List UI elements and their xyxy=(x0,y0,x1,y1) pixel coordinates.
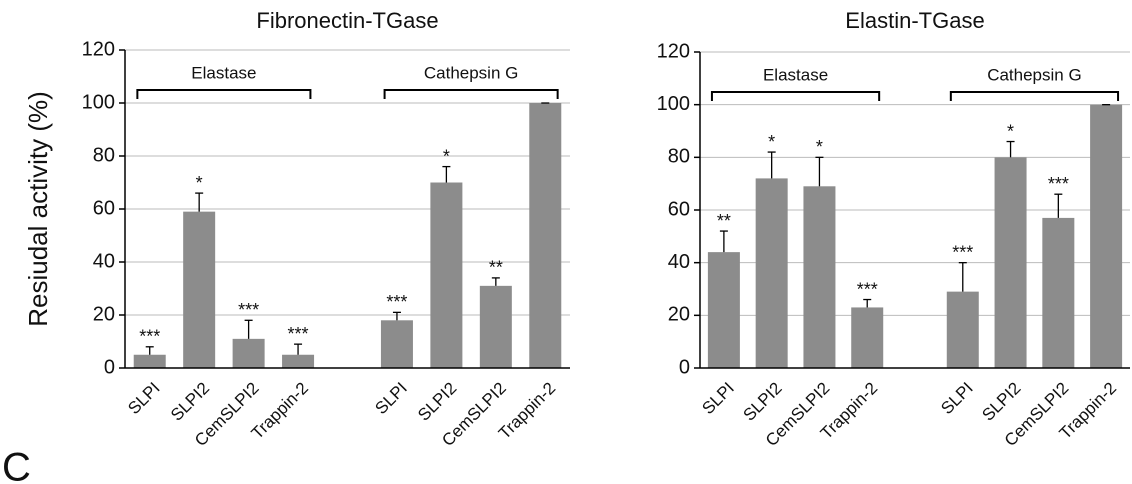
significance: *** xyxy=(1048,174,1069,194)
y-tick-label: 60 xyxy=(668,198,690,220)
panel-label: C xyxy=(2,446,31,484)
chart-title: Elastin-TGase xyxy=(845,8,984,33)
bar xyxy=(430,182,463,368)
y-tick-label: 40 xyxy=(93,250,115,272)
y-tick-label: 20 xyxy=(93,303,115,325)
bar xyxy=(707,252,740,368)
group-bracket xyxy=(710,91,881,101)
bar xyxy=(232,338,265,368)
y-axis-label: Resiudal activity (%) xyxy=(23,91,53,327)
x-tick-label: SLPI xyxy=(124,379,163,418)
y-tick-label: 100 xyxy=(82,91,115,113)
significance: ** xyxy=(717,211,731,231)
y-tick-label: 60 xyxy=(93,197,115,219)
y-tick-label: 80 xyxy=(668,146,690,168)
y-tick-label: 120 xyxy=(657,40,690,62)
bar xyxy=(529,103,562,368)
group-bracket xyxy=(136,89,312,99)
x-tick-label: SLPI xyxy=(371,379,410,418)
significance: *** xyxy=(139,327,160,347)
x-tick-label: SLPI xyxy=(937,379,976,418)
bar xyxy=(994,157,1027,368)
bar xyxy=(755,178,788,368)
bar xyxy=(133,354,166,368)
y-tick-label: 0 xyxy=(104,356,115,378)
significance: *** xyxy=(386,292,407,312)
bar xyxy=(479,285,512,368)
chart-title: Fibronectin-TGase xyxy=(256,8,438,33)
significance: * xyxy=(816,137,823,157)
significance: * xyxy=(196,173,203,193)
x-tick-label: SLPI2 xyxy=(739,379,785,425)
significance: *** xyxy=(288,324,309,344)
bar xyxy=(803,186,836,368)
group-bracket xyxy=(949,91,1120,101)
significance: * xyxy=(768,132,775,152)
y-tick-label: 100 xyxy=(657,93,690,115)
bar xyxy=(282,354,315,368)
x-tick-label: SLPI xyxy=(698,379,737,418)
y-tick-label: 40 xyxy=(668,251,690,273)
significance: * xyxy=(443,146,450,166)
x-tick-label: SLPI2 xyxy=(414,379,460,425)
group-label: Elastase xyxy=(191,63,256,82)
bar xyxy=(851,307,884,368)
bar xyxy=(183,211,216,368)
group-label: Elastase xyxy=(763,65,828,84)
significance: ** xyxy=(489,258,503,278)
group-label: Cathepsin G xyxy=(987,65,1082,84)
bar xyxy=(380,320,413,368)
significance: *** xyxy=(238,300,259,320)
bar xyxy=(1090,104,1123,369)
bar xyxy=(1042,217,1075,368)
bar xyxy=(946,291,979,368)
y-tick-label: 20 xyxy=(668,304,690,326)
significance: * xyxy=(1007,121,1014,141)
y-tick-label: 0 xyxy=(679,356,690,378)
significance: *** xyxy=(952,242,973,262)
group-bracket xyxy=(383,89,559,99)
x-tick-label: SLPI2 xyxy=(978,379,1024,425)
x-tick-label: SLPI2 xyxy=(167,379,213,425)
y-tick-label: 120 xyxy=(82,38,115,60)
group-label: Cathepsin G xyxy=(424,63,519,82)
significance: *** xyxy=(857,279,878,299)
y-tick-label: 80 xyxy=(93,144,115,166)
